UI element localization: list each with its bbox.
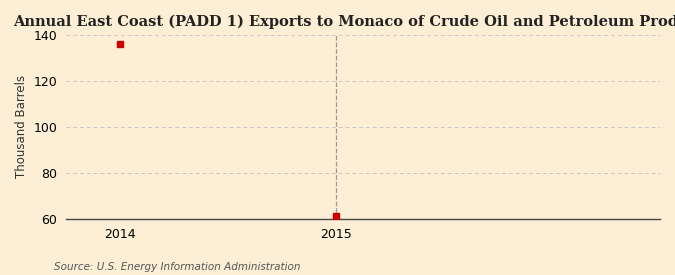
Y-axis label: Thousand Barrels: Thousand Barrels <box>15 75 28 178</box>
Title: Annual East Coast (PADD 1) Exports to Monaco of Crude Oil and Petroleum Products: Annual East Coast (PADD 1) Exports to Mo… <box>14 15 675 29</box>
Text: Source: U.S. Energy Information Administration: Source: U.S. Energy Information Administ… <box>54 262 300 272</box>
